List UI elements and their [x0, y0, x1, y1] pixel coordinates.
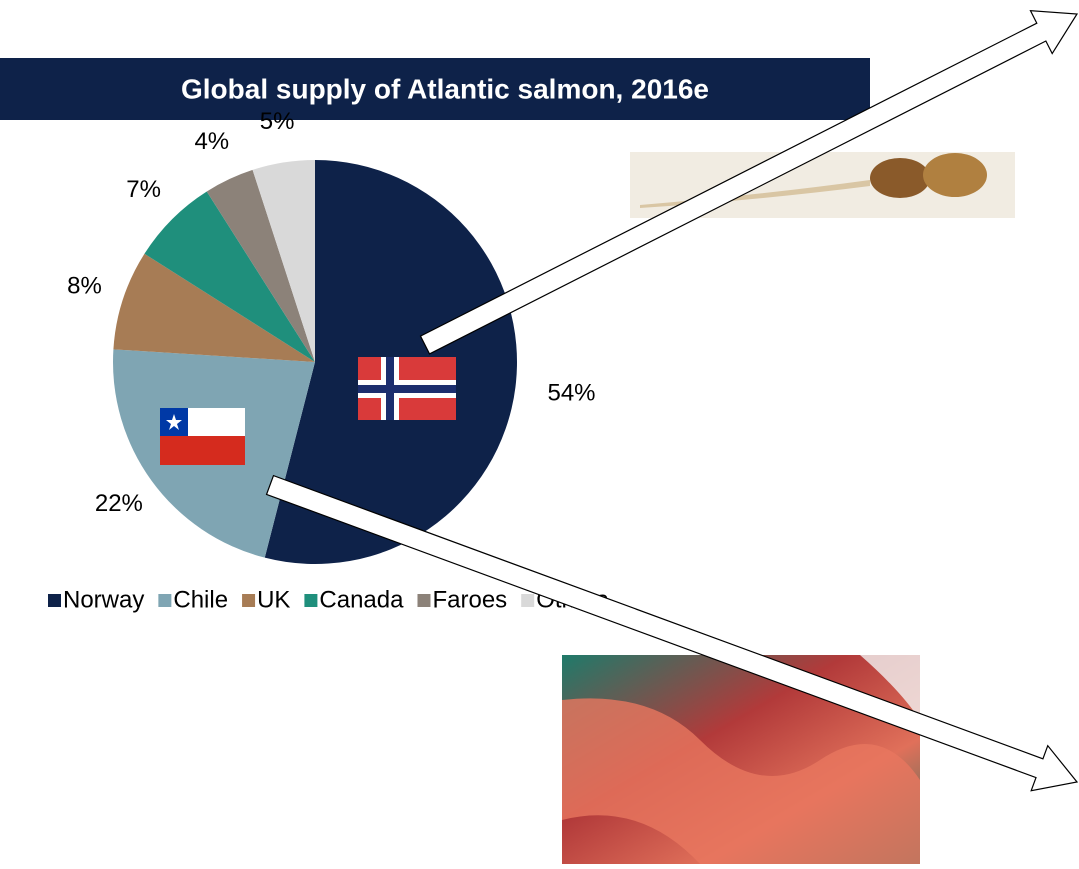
legend-swatch — [158, 594, 171, 607]
slide: Global supply of Atlantic salmon, 2016e … — [0, 0, 1079, 864]
algae-photo — [562, 655, 920, 864]
legend: NorwayChileUKCanadaFaroesOthers — [48, 586, 608, 613]
chart-title: Global supply of Atlantic salmon, 2016e — [181, 73, 709, 104]
data-label: 4% — [194, 128, 229, 155]
data-label: 8% — [67, 272, 102, 299]
legend-swatch — [304, 594, 317, 607]
legend-label: Norway — [63, 586, 144, 613]
norway-flag — [358, 357, 456, 420]
legend-label: Faroes — [432, 586, 507, 613]
chile-flag — [160, 408, 245, 465]
data-label: 54% — [547, 380, 595, 407]
legend-label: Chile — [173, 586, 228, 613]
data-label: 7% — [126, 176, 161, 203]
legend-swatch — [417, 594, 430, 607]
legend-swatch — [48, 594, 61, 607]
legend-swatch — [242, 594, 255, 607]
legend-label: UK — [257, 586, 290, 613]
legend-label: Canada — [319, 586, 404, 613]
legend-swatch — [521, 594, 534, 607]
data-label: 5% — [260, 108, 295, 135]
pie: 54% 22% 8% 7% 4% 5% — [67, 108, 595, 564]
page: {"chart_data": {"type": "pie", "title": … — [0, 0, 1079, 864]
data-label: 22% — [95, 490, 143, 517]
